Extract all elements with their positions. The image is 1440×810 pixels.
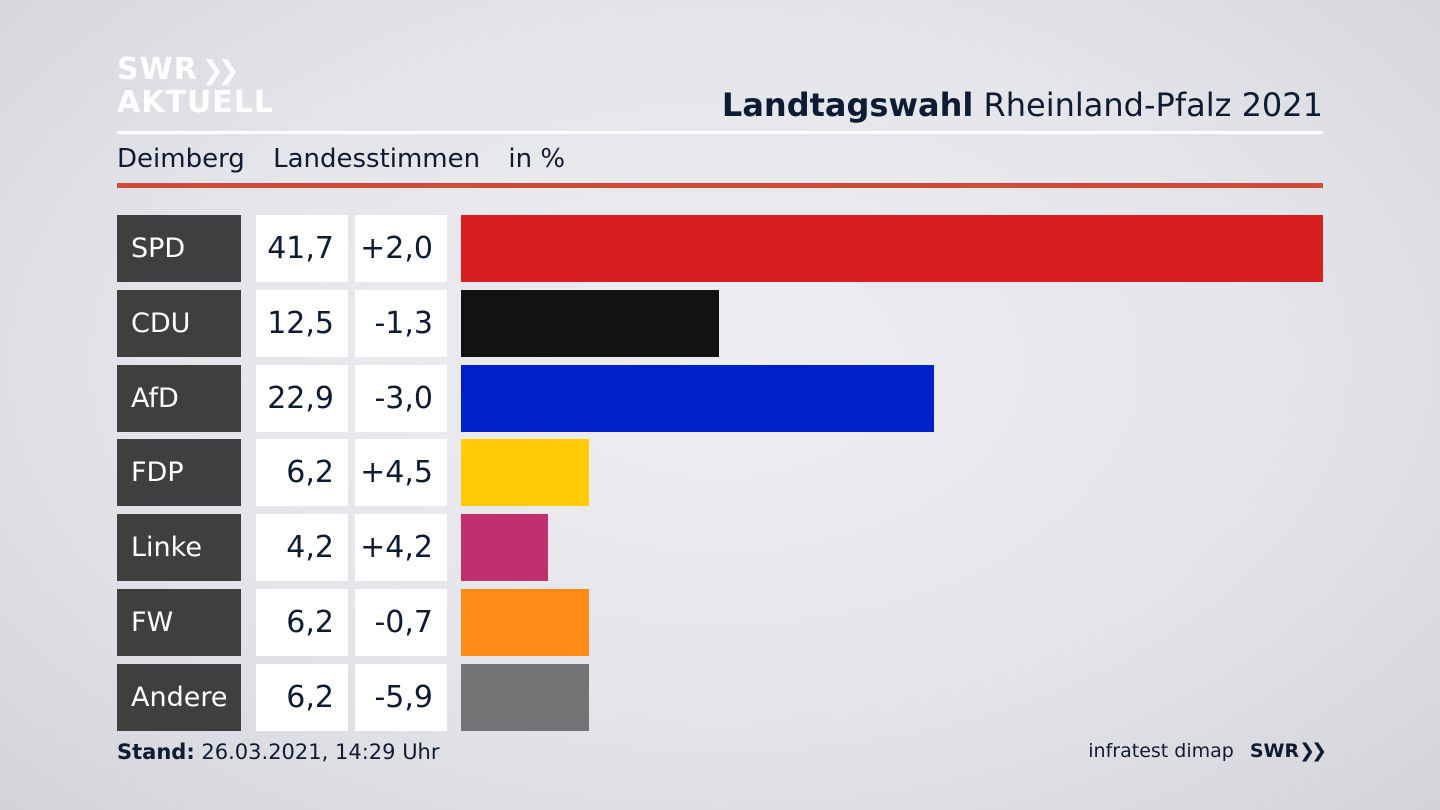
- vote-share-value: 6,2: [256, 663, 348, 731]
- change-value: -5,9: [355, 663, 447, 731]
- bar-andere: [461, 663, 590, 731]
- bar-spd: [461, 215, 1323, 282]
- accent-divider: [117, 183, 1323, 188]
- subtitle-place: Deimberg: [117, 144, 245, 174]
- chart-subtitle: Deimberg Landesstimmen in %: [117, 144, 585, 174]
- chart-row: Linke 4,2 +4,2: [0, 514, 1440, 582]
- stand-value: 26.03.2021, 14:29 Uhr: [201, 740, 440, 764]
- title-rest: Rheinland-Pfalz 2021: [983, 86, 1323, 124]
- source-credit: infratest dimap SWR❯❯: [1088, 740, 1327, 762]
- bar-fw: [461, 589, 590, 657]
- party-label: AfD: [117, 364, 241, 432]
- bar-afd: [461, 364, 935, 432]
- page-title: Landtagswahl Rheinland-Pfalz 2021: [722, 86, 1323, 124]
- change-value: +4,5: [355, 439, 447, 507]
- party-label: SPD: [117, 215, 241, 282]
- party-label: Andere: [117, 663, 241, 731]
- vote-share-value: 6,2: [256, 589, 348, 657]
- vote-share-value: 22,9: [256, 364, 348, 432]
- logo-line2: AKTUELL: [117, 85, 275, 120]
- stand-label: Stand:: [117, 740, 195, 764]
- bar-fdp: [461, 439, 590, 507]
- vote-share-value: 6,2: [256, 439, 348, 507]
- bar-linke: [461, 514, 548, 582]
- change-value: -3,0: [355, 364, 447, 432]
- party-label: FW: [117, 589, 241, 657]
- brand-name: SWR: [1249, 740, 1300, 762]
- title-bold: Landtagswahl: [721, 86, 974, 124]
- timestamp: Stand: 26.03.2021, 14:29 Uhr: [117, 740, 440, 764]
- swr-brand: SWR❯❯: [1249, 740, 1327, 762]
- chart-row: SPD 41,7 +2,0: [0, 215, 1440, 282]
- change-value: -1,3: [355, 289, 447, 357]
- header-divider: [117, 131, 1323, 134]
- subtitle-measure: Landesstimmen: [273, 144, 481, 174]
- double-chevron-icon: ❯❯: [201, 56, 239, 86]
- chart-row: FDP 6,2 +4,5: [0, 439, 1440, 507]
- swr-aktuell-logo: SWR ❯❯ AKTUELL: [117, 54, 274, 119]
- party-label: FDP: [117, 439, 241, 507]
- party-label: Linke: [117, 514, 241, 582]
- chart-row: CDU 12,5 -1,3: [0, 289, 1440, 357]
- bar-cdu: [461, 289, 720, 357]
- double-chevron-icon: ❯❯: [1299, 740, 1327, 762]
- vote-share-value: 41,7: [256, 215, 348, 282]
- chart-row: Andere 6,2 -5,9: [0, 663, 1440, 731]
- source-name: infratest dimap: [1088, 740, 1234, 762]
- change-value: +2,0: [355, 215, 447, 282]
- logo-line1: SWR: [117, 52, 198, 87]
- chart-row: FW 6,2 -0,7: [0, 589, 1440, 657]
- change-value: -0,7: [355, 589, 447, 657]
- party-label: CDU: [117, 289, 241, 357]
- chart-row: AfD 22,9 -3,0: [0, 364, 1440, 432]
- vote-share-value: 12,5: [256, 289, 348, 357]
- vote-share-value: 4,2: [256, 514, 348, 582]
- change-value: +4,2: [355, 514, 447, 582]
- subtitle-unit: in %: [508, 144, 566, 174]
